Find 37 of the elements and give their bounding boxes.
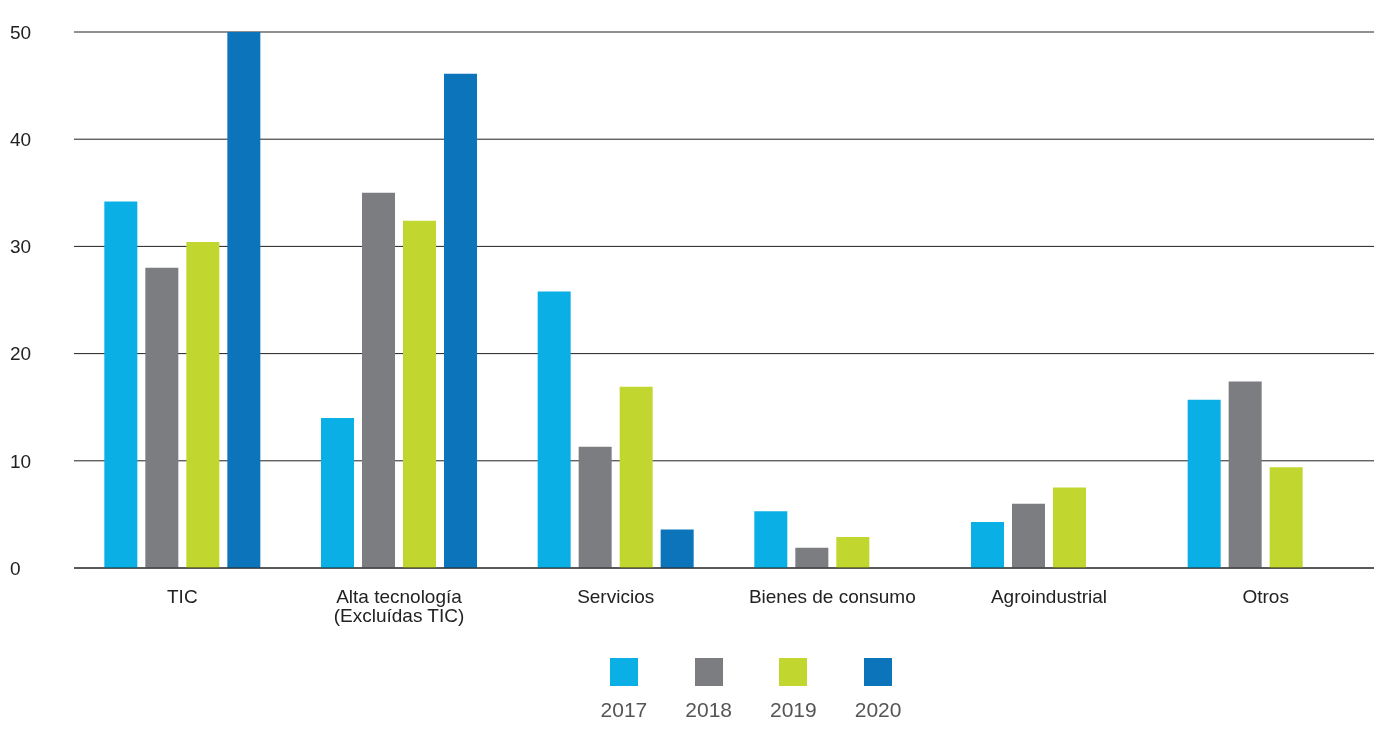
y-tick-label: 0 — [10, 557, 21, 579]
bar — [537, 291, 571, 568]
y-tick-label: 20 — [10, 343, 32, 365]
bar — [1269, 467, 1303, 568]
bar — [1228, 381, 1262, 568]
x-tick-label: Agroindustrial — [990, 586, 1108, 608]
x-tick-label: Alta tecnología (Excluídas TIC) — [333, 586, 465, 627]
bar — [1053, 487, 1086, 568]
x-tick-label: Bienes de consumo — [748, 586, 916, 608]
bar — [619, 386, 653, 568]
y-tick-label: 30 — [10, 236, 32, 258]
bar — [1012, 503, 1045, 568]
bar — [836, 536, 870, 568]
legend-label: 2017 — [600, 698, 648, 722]
legend-label: 2020 — [854, 698, 902, 722]
bar — [795, 547, 829, 568]
bar — [145, 267, 179, 568]
bar — [1187, 399, 1221, 568]
bar — [660, 529, 694, 568]
legend-label: 2018 — [685, 698, 732, 722]
bar — [186, 242, 220, 568]
y-tick-label: 10 — [10, 450, 32, 472]
bar — [362, 192, 395, 568]
bar — [971, 521, 1004, 568]
bar — [227, 32, 261, 568]
bar — [321, 417, 354, 568]
y-tick-label: 40 — [10, 128, 32, 150]
bar — [403, 220, 436, 568]
bar — [578, 446, 612, 568]
y-tick-label: 50 — [10, 21, 32, 43]
x-tick-label: Servicios — [577, 586, 655, 608]
legend-label: 2019 — [770, 698, 817, 722]
bar — [444, 73, 477, 568]
bar — [104, 201, 138, 568]
x-tick-label: Otros — [1242, 586, 1289, 608]
x-tick-label: TIC — [167, 586, 198, 608]
bar — [754, 511, 788, 568]
